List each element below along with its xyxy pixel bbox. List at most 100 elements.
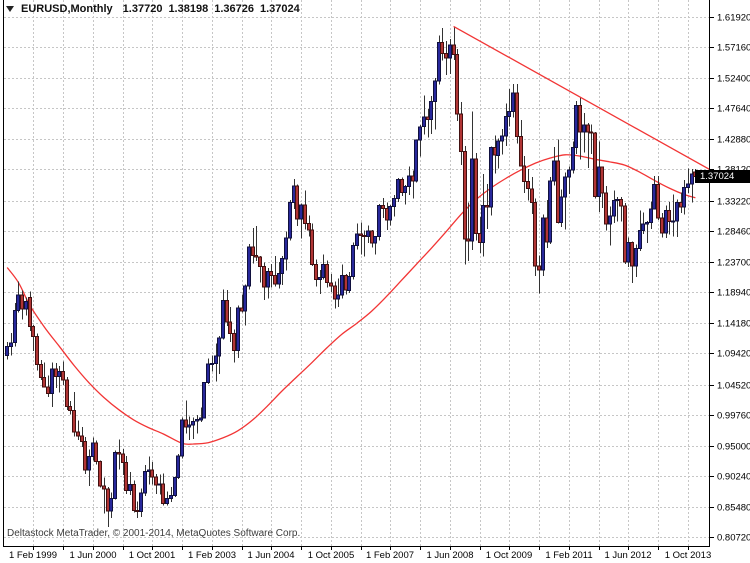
candle-bull: [638, 229, 642, 250]
candle-bull: [340, 274, 344, 296]
price-axis-label: 0.80720: [717, 533, 750, 544]
candle-bull: [470, 158, 474, 242]
candle-bull: [377, 205, 381, 237]
candle-bear: [251, 246, 255, 256]
candle-bull: [165, 498, 169, 505]
price-axis-label: 1.28460: [717, 227, 750, 238]
candle-bear: [72, 410, 76, 433]
time-scale-region[interactable]: [4, 547, 709, 563]
candle-bear: [39, 364, 43, 378]
candle-bull: [388, 205, 392, 221]
candle-bull: [481, 204, 485, 244]
price-scale-region[interactable]: [710, 0, 750, 546]
candle-bull: [634, 248, 638, 267]
candle-bear: [359, 233, 363, 236]
candle-bear: [619, 198, 623, 207]
plot-area: [5, 25, 709, 527]
candle-bull: [109, 498, 113, 512]
candle-bear: [61, 370, 65, 381]
candle-bear: [533, 202, 537, 267]
candle-bear: [530, 188, 534, 204]
candle-bull: [567, 169, 571, 178]
candle-bear: [102, 485, 106, 490]
candle-bear: [455, 54, 459, 115]
candle-bear: [463, 151, 467, 240]
candle-bull: [652, 184, 656, 210]
candle-bull: [191, 420, 195, 426]
axis-labels: 1.619201.571601.524001.476401.428801.381…: [9, 13, 750, 562]
candle-bear: [630, 242, 634, 267]
candle-bear: [254, 255, 258, 258]
candle-bull: [176, 455, 180, 478]
candle-bull: [180, 419, 184, 457]
date-axis-label: 1 Oct 2005: [308, 550, 354, 561]
candle-bull: [563, 176, 567, 198]
candle-bear: [121, 453, 125, 463]
price-axis-label: 1.57160: [717, 43, 750, 54]
candle-bear: [362, 234, 366, 238]
title-close-value: 1.37024: [259, 3, 300, 15]
chart-title: EURUSD,Monthly 1.37720 1.38198 1.36726 1…: [6, 3, 306, 15]
candle-bear: [593, 132, 597, 198]
title-open-value: 1.37720: [122, 3, 163, 15]
candle-bear: [452, 44, 456, 56]
candle-bull: [87, 455, 91, 471]
candle-bull: [548, 180, 552, 243]
date-axis-label: 1 Jun 2008: [426, 550, 473, 561]
candle-bear: [184, 419, 188, 428]
candle-bull: [321, 263, 325, 279]
candle-bear: [150, 469, 154, 478]
candle-bear: [83, 440, 87, 471]
candle-bull: [686, 183, 690, 189]
candle-bear: [329, 282, 333, 287]
candle-bear: [660, 217, 664, 234]
candle-bull: [418, 126, 422, 141]
candle-bear: [132, 484, 136, 512]
candle-bull: [217, 337, 221, 357]
current-price-tag: 1.37024: [695, 170, 750, 183]
candle-bear: [623, 205, 627, 263]
candle-bull: [113, 452, 117, 500]
date-axis-label: 1 Jun 2004: [247, 550, 294, 561]
candle-bear: [515, 92, 519, 137]
candle-bull: [280, 258, 284, 275]
candle-bear: [526, 181, 530, 190]
candle-bull: [199, 417, 203, 421]
candle-bull: [50, 368, 54, 395]
price-axis-label: 1.09420: [717, 349, 750, 360]
price-axis-label: 0.99760: [717, 411, 750, 422]
candle-bear: [68, 406, 72, 412]
title-high-value: 1.38198: [168, 3, 209, 15]
candles-layer: [5, 26, 697, 527]
date-axis-label: 1 Jun 2000: [69, 550, 116, 561]
candle-bear: [98, 460, 102, 487]
date-axis-label: 1 Oct 2001: [129, 550, 175, 561]
candle-bear: [135, 510, 139, 513]
candle-bull: [351, 245, 355, 278]
candle-bear: [519, 136, 523, 167]
candle-bull: [243, 285, 247, 312]
candle-bull: [143, 471, 147, 494]
candle-bull: [422, 116, 426, 128]
candle-bull: [403, 186, 407, 194]
date-axis-label: 1 Feb 1999: [9, 550, 57, 561]
candle-bull: [247, 246, 251, 287]
symbol-dropdown-icon[interactable]: [6, 6, 14, 12]
candle-bull: [690, 173, 694, 185]
candle-bull: [626, 242, 630, 263]
date-axis-label: 1 Oct 2013: [665, 550, 711, 561]
candle-bear: [600, 166, 604, 194]
candle-bull: [202, 381, 206, 419]
symbol-period-label: EURUSD,Monthly: [21, 3, 113, 15]
candle-bull: [496, 140, 500, 156]
candle-bear: [35, 336, 39, 366]
candle-bull: [649, 208, 653, 223]
candle-bear: [400, 179, 404, 194]
candle-bear: [117, 452, 121, 455]
price-axis-label: 1.47640: [717, 104, 750, 115]
candle-bull: [433, 80, 437, 103]
price-axis-label: 0.90240: [717, 472, 750, 483]
price-axis-label: 1.42880: [717, 135, 750, 146]
